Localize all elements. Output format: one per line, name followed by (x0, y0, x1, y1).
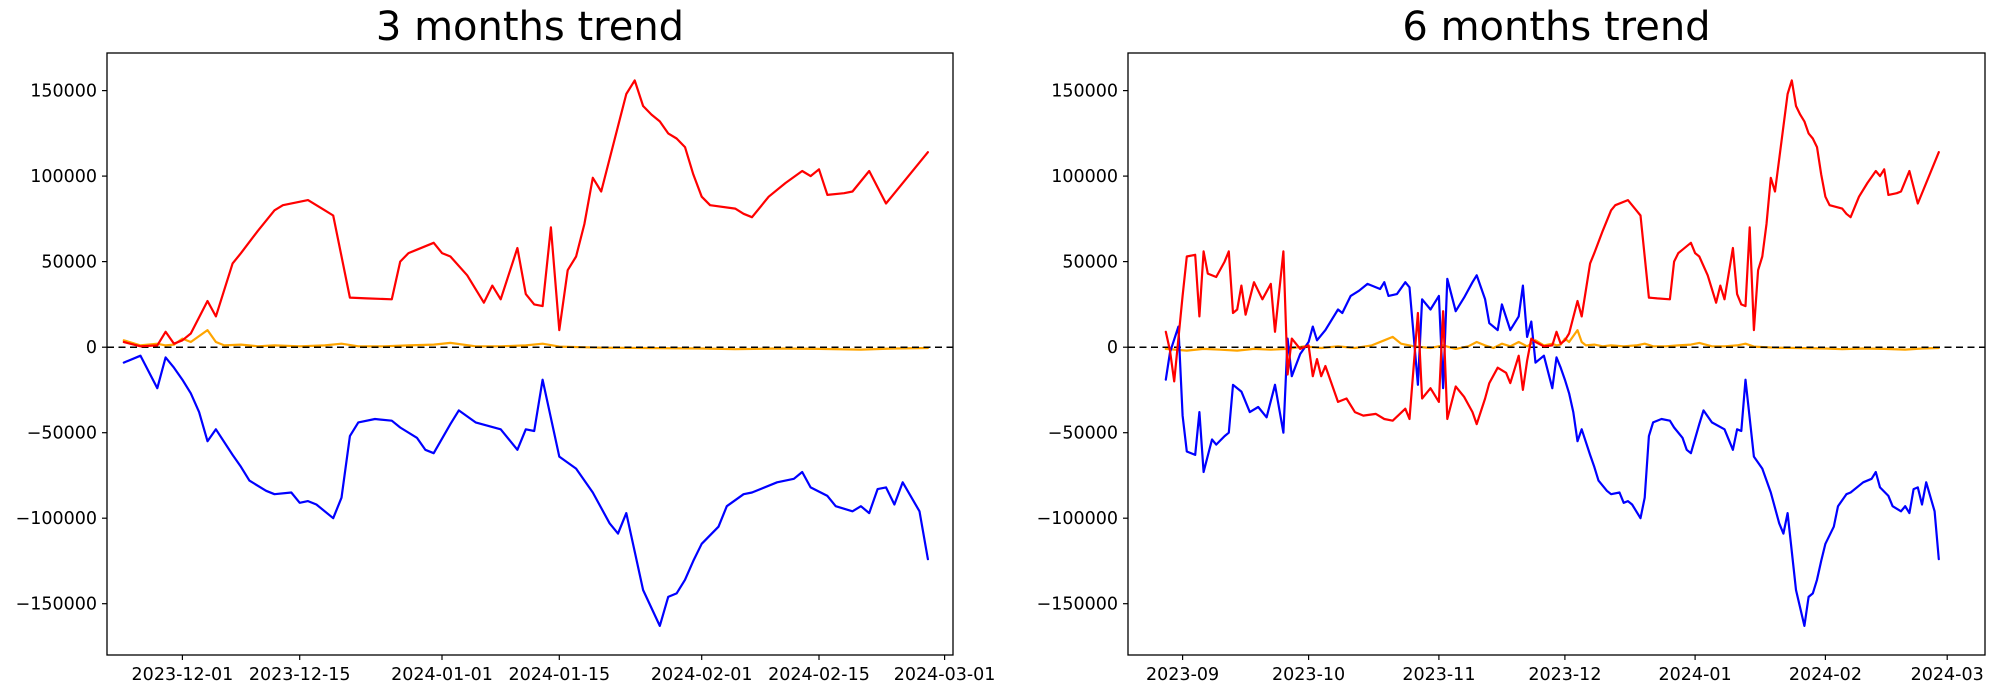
x-tick-label: 2024-02 (1789, 665, 1862, 685)
x-tick-label: 2023-12 (1528, 665, 1601, 685)
y-tick-label: −50000 (27, 424, 97, 444)
red-line (122, 79, 930, 348)
x-tick-label: 2024-02-15 (768, 665, 870, 685)
plot-border (1127, 52, 1986, 656)
y-tick-label: 150000 (30, 82, 97, 102)
blue-line (1164, 274, 1940, 628)
y-tick-label: 0 (86, 338, 97, 358)
plot-border (106, 52, 954, 656)
x-tick-label: 2023-12-01 (132, 665, 234, 685)
y-tick-label: 150000 (1051, 82, 1118, 102)
y-tick-label: −100000 (1037, 509, 1118, 529)
y-tick-label: −50000 (1048, 424, 1118, 444)
y-tick-label: −150000 (1037, 595, 1118, 615)
orange-line (122, 329, 930, 351)
y-tick-label: 50000 (41, 253, 97, 273)
x-tick-label: 2024-01-15 (508, 665, 610, 685)
x-tick-label: 2023-12-15 (249, 665, 351, 685)
x-tick-label: 2023-11 (1402, 665, 1475, 685)
x-tick-label: 2024-03-01 (894, 665, 996, 685)
x-tick-label: 2024-02-01 (651, 665, 753, 685)
y-tick-label: 50000 (1062, 253, 1118, 273)
right-chart-title: 6 months trend (1402, 4, 1711, 50)
left-chart-title: 3 months trend (375, 4, 685, 50)
right-chart: 2023-09 2023-10 2023-11 2023-12 2024-01 2024-… (1037, 52, 1986, 685)
y-tick-label: 100000 (1051, 167, 1118, 187)
blue-line (122, 354, 930, 628)
y-tick-label: 100000 (30, 167, 97, 187)
x-tick-label: 2023-10 (1272, 665, 1345, 685)
y-tick-label: 0 (1107, 338, 1118, 358)
y-tick-label: −150000 (16, 595, 97, 615)
x-tick-label: 2023-09 (1146, 665, 1219, 685)
left-chart: 2023-12-01 2023-12-15 2024-01-01 2024-01-15… (16, 52, 996, 685)
orange-line (1164, 329, 1940, 352)
x-tick-label: 2024-01 (1659, 665, 1732, 685)
x-tick-label: 2024-01-01 (391, 665, 493, 685)
y-tick-label: −100000 (16, 509, 97, 529)
red-line (1164, 79, 1940, 426)
x-tick-label: 2024-03 (1911, 665, 1984, 685)
